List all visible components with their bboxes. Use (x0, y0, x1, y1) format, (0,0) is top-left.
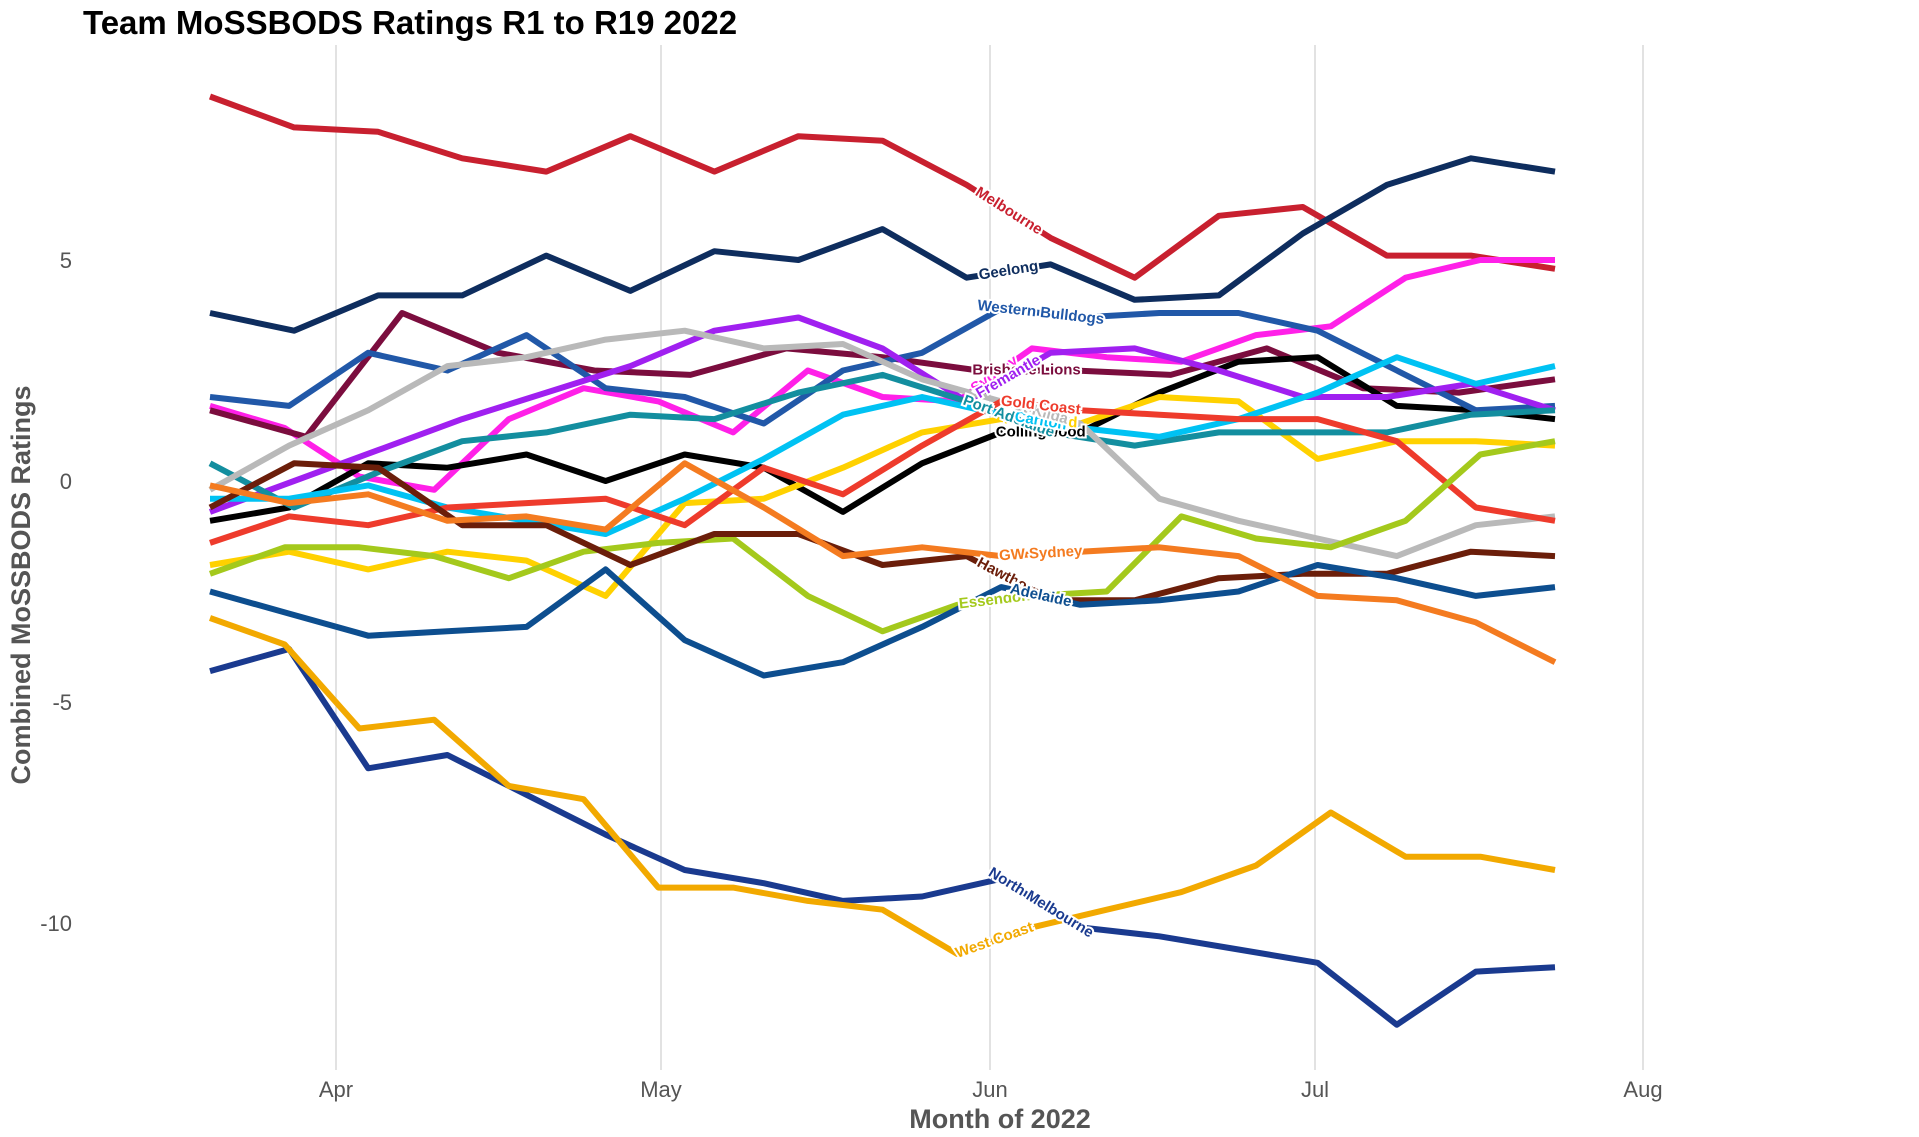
x-tick-label: May (640, 1077, 682, 1102)
x-axis-title: Month of 2022 (909, 1104, 1091, 1134)
series-line-essendon (208, 438, 1556, 635)
x-axis-ticks: Apr May Jun Jul Aug (319, 1077, 1663, 1102)
series-line-port-adelaide (208, 371, 1556, 511)
series-line-gw-sydney (209, 460, 1557, 665)
series-label-gw-sydney: GW Sydney (999, 543, 1084, 565)
series-label-collingwood: Collingwood (996, 423, 1086, 440)
y-axis-ticks: 5 0 -5 -10 (40, 248, 72, 936)
y-tick-label: 0 (60, 469, 72, 494)
series-line-hawthorn (208, 460, 1556, 604)
series-lines (208, 93, 1557, 1028)
series-line-geelong (209, 155, 1556, 334)
series-line-adelaide (209, 562, 1556, 679)
series-line-gold-coast (209, 398, 1556, 546)
series-label-west-coast: West Coast (953, 919, 1035, 962)
series-label-brisbane-lions: Brisbane Lions (972, 361, 1080, 378)
y-tick-label: 5 (60, 248, 72, 273)
series-label-geelong: Geelong (978, 257, 1040, 283)
x-tick-label: Jun (972, 1077, 1007, 1102)
series-line-st-kilda (208, 327, 1556, 560)
series-line-melbourne (208, 93, 1556, 281)
y-tick-label: -5 (52, 690, 72, 715)
series-line-brisbane-lions (209, 310, 1556, 440)
series-label-melbourne: Melbourne (972, 183, 1045, 238)
series-line-west-coast (208, 615, 1556, 957)
y-tick-label: -10 (40, 911, 72, 936)
series-label-western-bulldogs: Western Bulldogs (977, 297, 1105, 328)
series-line-sydney (209, 257, 1555, 493)
y-axis-title: Combined MoSSBODS Ratings (6, 385, 36, 784)
series-line-fremantle (208, 314, 1556, 515)
chart-title: Team MoSSBODS Ratings R1 to R19 2022 (83, 4, 738, 41)
x-tick-label: Jul (1301, 1077, 1329, 1102)
x-tick-label: Aug (1623, 1077, 1662, 1102)
series-line-collingwood (209, 354, 1556, 524)
series-line-north-melbourne (209, 646, 1556, 1028)
x-tick-label: Apr (319, 1077, 353, 1102)
